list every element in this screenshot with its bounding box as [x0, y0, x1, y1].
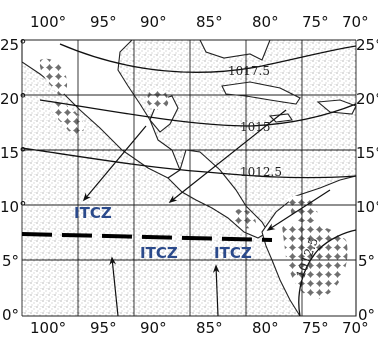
isobars [21, 43, 357, 317]
itcz-line [21, 232, 273, 242]
longitude-labels-top: 100° 95° 90° 85° 80° 75° 70° [30, 13, 369, 31]
hispaniola [316, 99, 357, 115]
lat-label-left: 5° [2, 252, 19, 270]
lat-label-left: 15° [0, 144, 27, 162]
itcz-label-east: ITCZ [214, 244, 252, 262]
isobar-label-1012-5-north: 1012.5 [240, 165, 282, 179]
map-grid [21, 39, 357, 317]
lon-label-bottom: 75° [302, 319, 329, 337]
lon-label-bottom: 100° [30, 319, 66, 337]
lat-label-left: 0° [2, 306, 19, 324]
wind-arrows [82, 109, 331, 317]
wind-arrow-south-2 [212, 264, 220, 317]
lon-label-bottom: 70° [342, 319, 369, 337]
rain-regions [39, 58, 348, 300]
lon-label-top: 100° [30, 13, 66, 31]
lon-label-bottom: 80° [252, 319, 279, 337]
latitude-labels-right: 25° 20° 15° 10° 5° 0° [356, 36, 378, 324]
lon-label-top: 75° [302, 13, 329, 31]
lon-label-top: 85° [196, 13, 223, 31]
wind-arrow-ne [168, 109, 287, 204]
lat-label-left: 10° [0, 198, 27, 216]
lon-label-top: 80° [252, 13, 279, 31]
isobar-1012-5-north [21, 147, 357, 179]
lon-label-bottom: 90° [140, 319, 167, 337]
lat-label-right: 25° [356, 36, 378, 54]
lat-label-right: 10° [356, 198, 378, 216]
isobar-1015 [39, 99, 357, 127]
lon-label-top: 70° [342, 13, 369, 31]
lat-label-right: 15° [356, 144, 378, 162]
lon-label-top: 95° [90, 13, 117, 31]
wind-arrow-east [266, 189, 331, 231]
lat-label-right: 5° [358, 252, 375, 270]
lat-label-left: 20° [0, 90, 27, 108]
isobar-1012-5-south [298, 229, 357, 317]
lat-label-right: 0° [358, 306, 375, 324]
isobar-label-1017-5: 1017.5 [228, 64, 270, 78]
lon-label-bottom: 95° [90, 319, 117, 337]
latitude-labels-left: 25° 20° 15° 10° 5° 0° [0, 36, 27, 324]
wind-arrow-south-1 [109, 256, 119, 317]
lon-label-bottom: 85° [196, 319, 223, 337]
isobar-1017-5 [59, 43, 357, 73]
itcz-label-central: ITCZ [140, 244, 178, 262]
lon-label-top: 90° [140, 13, 167, 31]
itcz-label-west: ITCZ [74, 204, 112, 222]
wind-arrow-nw [82, 125, 147, 202]
isobar-label-1015: 1015 [240, 120, 271, 134]
lat-label-left: 25° [0, 36, 27, 54]
lat-label-right: 20° [356, 90, 378, 108]
longitude-labels-bottom: 100° 95° 90° 85° 80° 75° 70° [30, 319, 369, 337]
